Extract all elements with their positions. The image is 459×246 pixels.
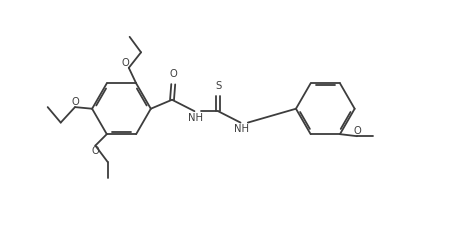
Text: O: O [91,146,99,156]
Text: NH: NH [188,113,203,123]
Text: O: O [353,126,361,136]
Text: O: O [121,58,129,67]
Text: NH: NH [234,124,249,134]
Text: S: S [215,81,221,91]
Text: O: O [169,69,177,79]
Text: O: O [71,97,79,107]
